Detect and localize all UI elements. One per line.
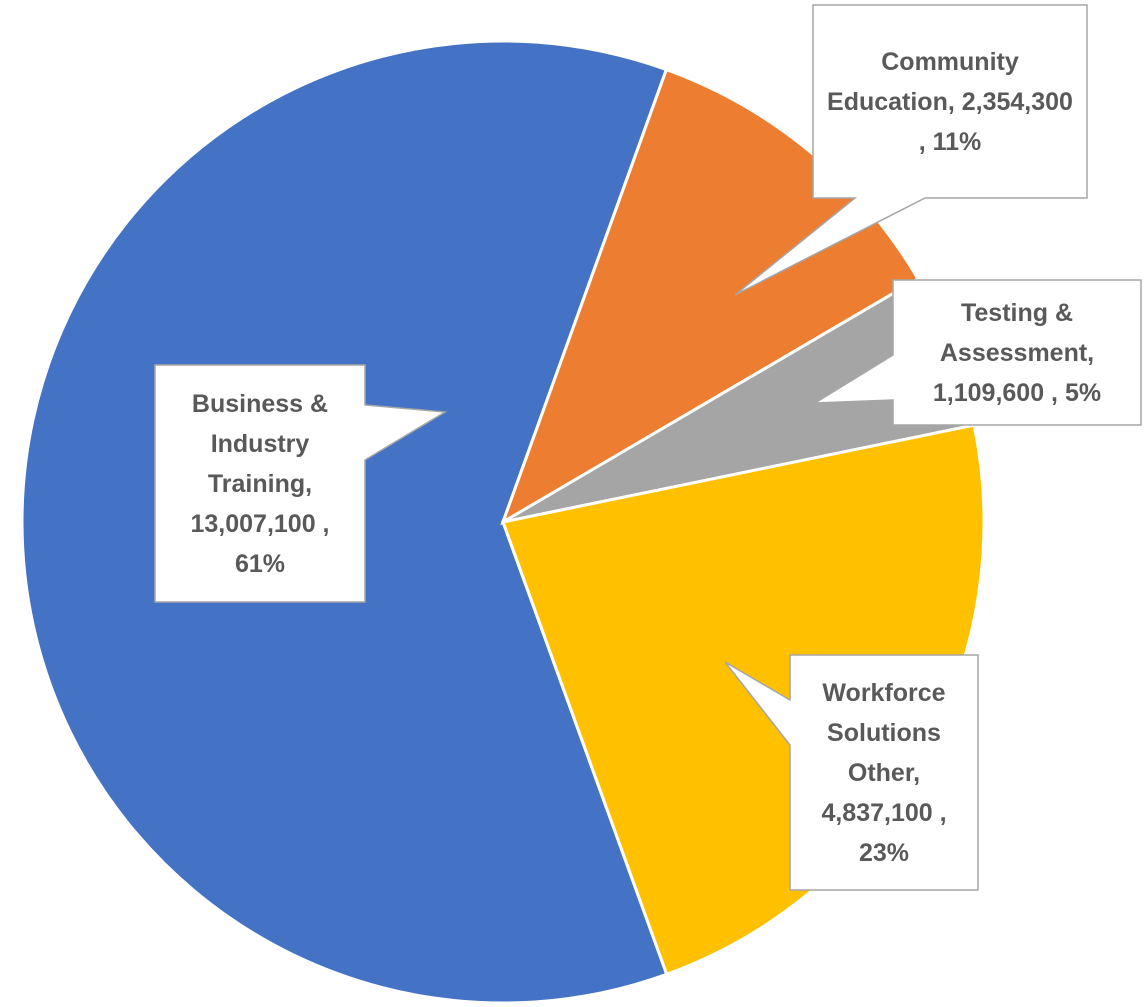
callout-box xyxy=(734,4,1088,296)
callout-box xyxy=(724,654,979,891)
callout-box xyxy=(812,279,1142,426)
data-label: Workforce Solutions Other, 4,837,100 , 2… xyxy=(821,678,947,867)
data-label: Testing & Assessment, 1,109,600 , 5% xyxy=(932,298,1102,407)
callout-box xyxy=(154,364,448,603)
data-label: Business & Industry Training, 13,007,100… xyxy=(190,389,330,578)
data-label: Community Education, 2,354,300 , 11% xyxy=(827,47,1073,156)
